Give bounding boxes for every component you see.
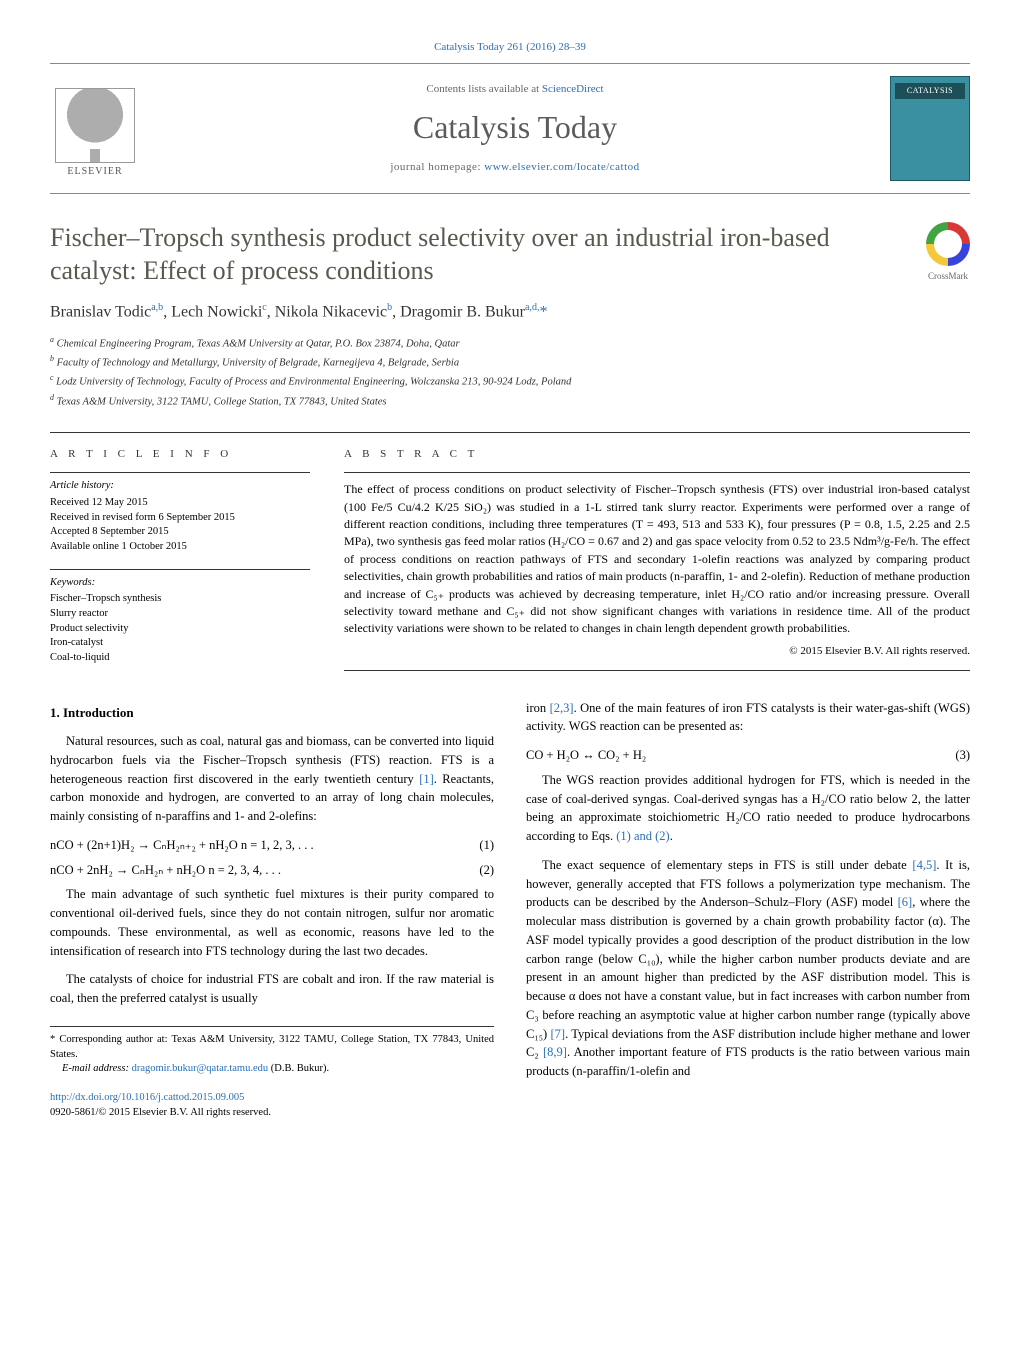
journal-header: ELSEVIER Contents lists available at Sci…	[50, 68, 970, 189]
keywords-label: Keywords:	[50, 576, 310, 591]
journal-title: Catalysis Today	[156, 105, 874, 150]
journal-ref-link[interactable]: Catalysis Today 261 (2016) 28–39	[434, 41, 586, 53]
contents-available-line: Contents lists available at ScienceDirec…	[156, 82, 874, 97]
equation-3-number: (3)	[955, 746, 970, 765]
intro-p3c-text: . One of the main features of iron FTS c…	[526, 701, 970, 734]
corr-email-link[interactable]: dragomir.bukur@qatar.tamu.edu	[132, 1063, 269, 1074]
contents-prefix: Contents lists available at	[426, 83, 541, 95]
keyword-line: Coal-to-liquid	[50, 651, 310, 666]
equation-2: nCO + 2nH₂ → CₙH₂ₙ + nH₂O n = 2, 3, 4, .…	[50, 861, 494, 880]
authors-line: Branislav Todica,b, Lech Nowickic, Nikol…	[50, 301, 970, 324]
equation-2-body: nCO + 2nH₂ → CₙH₂ₙ + nH₂O n = 2, 3, 4, .…	[50, 861, 281, 880]
intro-p4: The WGS reaction provides additional hyd…	[526, 771, 970, 846]
corresponding-author-footer: * Corresponding author at: Texas A&M Uni…	[50, 1026, 494, 1077]
elsevier-label: ELSEVIER	[67, 165, 122, 179]
corr-email-suffix: (D.B. Bukur).	[268, 1063, 329, 1074]
keyword-line: Iron-catalyst	[50, 636, 310, 651]
cover-title: CATALYSIS	[895, 83, 965, 98]
equation-3-body: CO + H₂O ↔ CO₂ + H₂	[526, 746, 646, 765]
rule-header-bottom	[50, 193, 970, 194]
journal-cover-thumbnail: CATALYSIS	[890, 76, 970, 181]
intro-p4b: .	[670, 829, 673, 843]
keywords-block: Keywords: Fischer–Tropsch synthesisSlurr…	[50, 569, 310, 666]
affiliation-line: c Lodz University of Technology, Faculty…	[50, 372, 970, 390]
intro-p5c: , where the molecular mass distribution …	[526, 895, 970, 1040]
rule-top	[50, 63, 970, 64]
intro-p3a: The catalysts of choice for industrial F…	[50, 970, 494, 1008]
history-line: Received in revised form 6 September 201…	[50, 511, 310, 526]
sciencedirect-link[interactable]: ScienceDirect	[542, 83, 604, 95]
affiliation-line: a Chemical Engineering Program, Texas A&…	[50, 334, 970, 352]
affiliations-block: a Chemical Engineering Program, Texas A&…	[50, 334, 970, 410]
keyword-line: Product selectivity	[50, 622, 310, 637]
equation-1-number: (1)	[479, 836, 494, 855]
issn-copyright: 0920-5861/© 2015 Elsevier B.V. All right…	[50, 1107, 271, 1118]
equation-3: CO + H₂O ↔ CO₂ + H₂ (3)	[526, 746, 970, 765]
ref-link-2-3[interactable]: [2,3]	[550, 701, 574, 715]
ref-link-1[interactable]: [1]	[419, 772, 434, 786]
abstract-text: The effect of process conditions on prod…	[344, 482, 970, 635]
doi-link[interactable]: http://dx.doi.org/10.1016/j.cattod.2015.…	[50, 1092, 244, 1103]
article-title: Fischer–Tropsch synthesis product select…	[50, 222, 906, 287]
corr-note: * Corresponding author at: Texas A&M Uni…	[50, 1033, 494, 1062]
two-column-body: 1. Introduction Natural resources, such …	[50, 699, 970, 1121]
homepage-link[interactable]: www.elsevier.com/locate/cattod	[484, 161, 639, 173]
affiliation-line: d Texas A&M University, 3122 TAMU, Colle…	[50, 392, 970, 410]
equation-1: nCO + (2n+1)H₂ → CₙH₂ₙ₊₂ + nH₂O n = 1, 2…	[50, 836, 494, 855]
history-line: Accepted 8 September 2015	[50, 525, 310, 540]
corr-email-label: E-mail address:	[62, 1063, 132, 1074]
history-line: Received 12 May 2015	[50, 496, 310, 511]
crossmark-label: CrossMark	[928, 271, 968, 281]
ref-link-8-9[interactable]: [8,9]	[543, 1045, 567, 1059]
intro-p5a: The exact sequence of elementary steps i…	[542, 858, 912, 872]
homepage-prefix: journal homepage:	[390, 161, 484, 173]
abstract-copyright: © 2015 Elsevier B.V. All rights reserved…	[344, 644, 970, 660]
intro-p3b: iron [2,3]. One of the main features of …	[526, 699, 970, 737]
abstract-column: a b s t r a c t The effect of process co…	[344, 447, 970, 671]
intro-p4a: The WGS reaction provides additional hyd…	[526, 773, 970, 843]
ref-link-6[interactable]: [6]	[898, 895, 913, 909]
history-line: Available online 1 October 2015	[50, 540, 310, 555]
doi-footer: http://dx.doi.org/10.1016/j.cattod.2015.…	[50, 1091, 494, 1120]
article-info-column: a r t i c l e i n f o Article history: R…	[50, 447, 310, 671]
affiliation-line: b Faculty of Technology and Metallurgy, …	[50, 353, 970, 371]
keyword-line: Fischer–Tropsch synthesis	[50, 592, 310, 607]
intro-p3a-text: The catalysts of choice for industrial F…	[50, 970, 494, 1008]
crossmark-icon	[926, 222, 970, 266]
eq-ref-1-2[interactable]: (1) and (2)	[616, 829, 669, 843]
intro-p2: The main advantage of such synthetic fue…	[50, 885, 494, 960]
intro-p1: Natural resources, such as coal, natural…	[50, 732, 494, 826]
abstract-body: The effect of process conditions on prod…	[344, 472, 970, 670]
elsevier-logo: ELSEVIER	[50, 79, 140, 179]
ref-link-4-5[interactable]: [4,5]	[912, 858, 936, 872]
intro-p3b-text: iron	[526, 701, 550, 715]
journal-reference: Catalysis Today 261 (2016) 28–39	[50, 40, 970, 55]
article-info-head: a r t i c l e i n f o	[50, 447, 310, 462]
equation-2-number: (2)	[479, 861, 494, 880]
article-history-block: Article history: Received 12 May 2015Rec…	[50, 472, 310, 554]
ref-link-7[interactable]: [7]	[551, 1027, 566, 1041]
section-1-heading: 1. Introduction	[50, 703, 494, 723]
journal-homepage-line: journal homepage: www.elsevier.com/locat…	[156, 160, 874, 175]
keyword-line: Slurry reactor	[50, 607, 310, 622]
crossmark-badge[interactable]: CrossMark	[926, 222, 970, 283]
abstract-head: a b s t r a c t	[344, 447, 970, 462]
intro-p5: The exact sequence of elementary steps i…	[526, 856, 970, 1081]
elsevier-tree-icon	[55, 88, 135, 163]
article-history-label: Article history:	[50, 479, 310, 494]
intro-p5e: . Another important feature of FTS produ…	[526, 1045, 970, 1078]
equation-1-body: nCO + (2n+1)H₂ → CₙH₂ₙ₊₂ + nH₂O n = 1, 2…	[50, 836, 314, 855]
